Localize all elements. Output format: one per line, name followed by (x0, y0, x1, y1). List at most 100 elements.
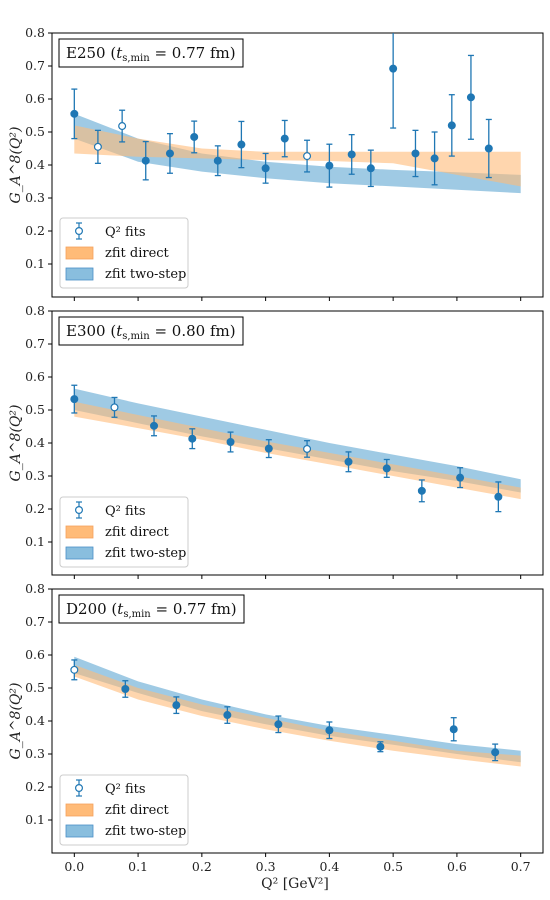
data-point (449, 725, 458, 734)
panel-title-subscript: s,min (123, 609, 151, 620)
legend-label-zfit-direct: zfit direct (105, 803, 170, 818)
y-tick-label: 0.2 (25, 223, 45, 238)
band-zfit-two-step (74, 656, 521, 763)
data-point (484, 144, 493, 153)
panel-title-box (58, 316, 244, 346)
panel-title-value: = 0.77 fm) (150, 44, 236, 62)
panel-title-subscript: s,min (122, 53, 150, 64)
data-point (141, 156, 150, 165)
panel-2: 0.1 0.2 0.3 0.4 0.5 0.6 0.7 0.8 G_A^8(Q²) E300 (t… (8, 303, 544, 579)
y-axis-label: G_A^8(Q²) (8, 683, 24, 760)
band-zfit-two-step (74, 388, 521, 493)
y-tick-label: 0.7 (25, 614, 45, 629)
data-point (226, 438, 235, 447)
y-tick-label: 0.1 (25, 256, 45, 271)
y-tick-label: 0.1 (25, 534, 45, 549)
data-point (150, 421, 159, 430)
data-point (344, 457, 353, 466)
data-point (417, 486, 426, 495)
legend-label-zfit-direct: zfit direct (105, 246, 170, 261)
legend-patch-two-step (65, 546, 94, 560)
x-axis-label: Q² [GeV²] (261, 876, 329, 892)
panel-title-t: t (116, 44, 123, 62)
y-tick-label: 0.8 (25, 303, 45, 318)
data-point (188, 434, 197, 443)
y-tick-label: 0.4 (25, 157, 45, 172)
data-point (382, 464, 391, 473)
data-point (347, 150, 356, 159)
legend-marker-open (74, 783, 83, 792)
y-tick-label: 0.4 (25, 435, 45, 450)
y-tick-label: 0.6 (25, 369, 45, 384)
y-tick-label: 0.1 (25, 812, 45, 827)
legend-label-zfit-two-step: zfit two-step (105, 824, 186, 839)
data-point (70, 109, 79, 118)
panel-title-subscript: s,min (122, 331, 150, 342)
band-zfit-direct (74, 125, 521, 187)
data-point (213, 156, 222, 165)
data-point (93, 142, 102, 151)
panel-title-box (58, 594, 245, 624)
x-tick-label: 0.6 (447, 859, 467, 874)
data-point (261, 164, 270, 173)
data-point (456, 473, 465, 482)
data-point (121, 684, 130, 693)
panel-title-text: E250 (ts,min = 0.77 fm) (66, 44, 236, 64)
y-tick-label: 0.8 (25, 581, 45, 596)
legend-label-zfit-two-step: zfit two-step (105, 267, 186, 282)
data-point (264, 444, 273, 453)
x-tick-label: 0.7 (511, 859, 531, 874)
band-zfit-two-step (74, 113, 521, 194)
data-point (366, 164, 375, 173)
x-tick-label: 0.4 (319, 859, 339, 874)
legend-marker-open (74, 506, 83, 515)
panel-title-ensemble: E250 ( (66, 44, 116, 62)
panel-title-text: D200 (ts,min = 0.77 fm) (66, 600, 237, 620)
data-point (325, 161, 334, 170)
data-point (118, 122, 127, 131)
data-point (411, 149, 420, 158)
data-point (110, 403, 119, 412)
data-point (447, 121, 456, 130)
y-tick-label: 0.3 (25, 468, 45, 483)
panel-3: 0.1 0.2 0.3 0.4 0.5 0.6 0.7 0.8 0.0 0.1 0.2 0.3 0.4 0… (8, 581, 544, 874)
data-point (430, 154, 439, 163)
legend-patch-direct (65, 246, 94, 260)
data-point (70, 665, 79, 674)
legend-label-q2-fits: Q² fits (105, 782, 146, 797)
legend-label-zfit-two-step: zfit two-step (105, 546, 186, 561)
data-point (325, 726, 334, 735)
data-point (389, 64, 398, 73)
x-tick-label: 0.2 (192, 859, 212, 874)
legend-patch-two-step (65, 267, 94, 281)
panel-title-t: t (117, 600, 124, 618)
data-point (303, 152, 312, 161)
panel-title-text: E300 (ts,min = 0.80 fm) (66, 322, 236, 342)
data-point (274, 720, 283, 729)
panel-title-t: t (116, 322, 123, 340)
y-tick-label: 0.6 (25, 647, 45, 662)
y-tick-label: 0.5 (25, 402, 45, 417)
y-tick-label: 0.6 (25, 91, 45, 106)
x-tick-label: 0.5 (383, 859, 403, 874)
y-tick-label: 0.5 (25, 124, 45, 139)
data-point (376, 742, 385, 751)
legend-label-q2-fits: Q² fits (105, 225, 146, 240)
x-tick-label: 0.3 (256, 859, 276, 874)
panel-title-value: = 0.80 fm) (150, 322, 236, 340)
legend-marker-open (74, 227, 83, 236)
data-point (466, 93, 475, 102)
data-point (303, 444, 312, 453)
y-tick-label: 0.3 (25, 190, 45, 205)
y-tick-label: 0.8 (25, 25, 45, 40)
legend-label-zfit-direct: zfit direct (105, 525, 170, 540)
legend-patch-two-step (65, 824, 94, 838)
data-point (491, 748, 500, 757)
y-tick-label: 0.5 (25, 680, 45, 695)
data-point (165, 149, 174, 158)
band-zfit-direct (74, 664, 521, 767)
legend-label-q2-fits: Q² fits (105, 504, 146, 519)
y-axis-label: G_A^8(Q²) (8, 127, 24, 204)
data-point (237, 140, 246, 149)
